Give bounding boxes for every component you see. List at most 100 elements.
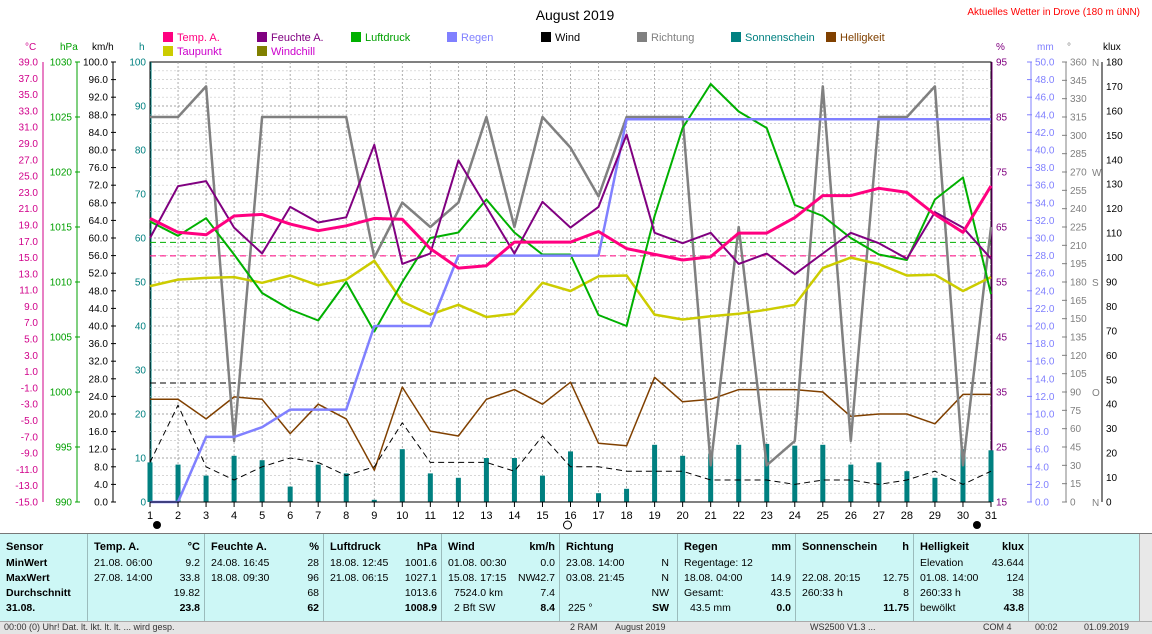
tick-rain: 32.0: [1035, 216, 1055, 227]
x-tick-label: 24: [789, 510, 801, 522]
sunshine-bar: [483, 458, 489, 502]
sun-avg: 8: [903, 587, 909, 599]
axis-headers: °C hPa km/h h% mm ° klux: [25, 42, 1121, 53]
tick-sunshine: 40: [135, 322, 147, 333]
tick-rain: 48.0: [1035, 75, 1055, 86]
tick-direction: 120: [1070, 351, 1087, 362]
tick-direction: 0: [1070, 498, 1076, 509]
tick-wind: 88.0: [89, 110, 109, 121]
tick-wind: 32.0: [89, 357, 109, 368]
tick-rain: 20.0: [1035, 322, 1055, 333]
tick-humidity: 55: [996, 278, 1008, 289]
temp-title: Temp. A.: [94, 541, 140, 553]
tick-wind: 68.0: [89, 198, 109, 209]
axis-header-sunshine: h: [139, 42, 145, 53]
status-text-5: COM 4: [983, 622, 1012, 632]
legend-label: Taupunkt: [177, 46, 222, 58]
sunshine-bar: [568, 451, 573, 502]
tick-sunshine: 70: [135, 190, 147, 201]
tick-temp: -1.0: [21, 383, 39, 394]
tick-wind: 84.0: [89, 128, 109, 139]
tick-wind: 12.0: [89, 445, 109, 456]
bright-title: Helligkeit: [920, 541, 969, 553]
sunshine-bar: [147, 462, 153, 502]
tick-temp: 9.0: [24, 302, 38, 313]
x-tick-label: 31: [985, 510, 997, 522]
bright-max: 124: [1006, 572, 1024, 584]
tick-temp: 23.0: [19, 188, 39, 199]
tick-humidity: 35: [996, 388, 1008, 399]
sun-today: 11.75: [883, 602, 909, 614]
sunshine-bar: [287, 486, 293, 502]
series-feuchte-a: [149, 133, 992, 276]
tick-direction: 315: [1070, 113, 1087, 124]
x-tick-label: 12: [452, 510, 464, 522]
weather-chart: August 2019 Aktuelles Wetter in Drove (1…: [15, 7, 1140, 530]
bright-elev: 43.644: [991, 557, 1024, 569]
legend-label: Wind: [555, 32, 580, 44]
tick-temp: 21.0: [19, 204, 39, 215]
summary-scrollbar[interactable]: [1139, 534, 1152, 622]
tick-direction: 270: [1070, 168, 1087, 179]
status-bar: 00:00 (0) Uhr! Dat. lt. lkt. lt. lt. ...…: [0, 621, 1152, 634]
direction-title: Richtung: [566, 541, 614, 553]
bright-today: 43.8: [1003, 602, 1024, 614]
wind-min-time: 01.08. 00:30: [448, 557, 507, 569]
x-tick-label: 28: [901, 510, 913, 522]
humidity-min-time: 24.08. 16:45: [211, 557, 270, 569]
direction-max-time: 03.08. 21:45: [566, 572, 625, 584]
legend-label: Feuchte A.: [271, 32, 324, 44]
tick-pressure: 995: [55, 443, 72, 454]
label-today: 31.08.: [6, 602, 36, 614]
rain-today: 0.0: [776, 602, 791, 614]
sunshine-bar: [988, 450, 994, 502]
legend-swatch: [637, 32, 647, 42]
tick-humidity: 95: [996, 58, 1008, 69]
x-tick-label: 6: [287, 510, 293, 522]
tick-direction: 135: [1070, 333, 1087, 344]
wind-title: Wind: [448, 541, 475, 553]
summary-direction: Richtung 23.08. 14:00 N 03.08. 21:45 N NW …: [560, 534, 678, 622]
tick-brightness: 80: [1106, 302, 1118, 313]
tick-pressure: 1015: [50, 223, 73, 234]
legend-swatch: [826, 32, 836, 42]
sunshine-bar: [455, 477, 461, 502]
tick-pressure: 1030: [50, 58, 73, 69]
temp-today: 23.8: [179, 602, 200, 614]
tick-direction: 45: [1070, 443, 1082, 454]
tick-rain: 4.0: [1035, 462, 1049, 473]
tick-rain: 12.0: [1035, 392, 1055, 403]
tick-temp: 35.0: [19, 90, 39, 101]
tick-temp: 13.0: [19, 269, 39, 280]
tick-brightness: 50: [1106, 375, 1118, 386]
temp-unit: °C: [187, 541, 200, 553]
pressure-avg: 1013.6: [404, 587, 437, 599]
x-tick-label: 21: [705, 510, 717, 522]
sunshine-bar: [596, 493, 602, 502]
legend-swatch: [447, 32, 457, 42]
tick-temp: 7.0: [24, 318, 38, 329]
tick-direction: 60: [1070, 424, 1082, 435]
tick-temp: -11.0: [16, 465, 38, 476]
axis-header-humidity: %: [996, 42, 1005, 53]
tick-rain: 6.0: [1035, 445, 1049, 456]
sunshine-bar: [511, 458, 517, 502]
summary-wind: Wind km/h 01.08. 00:30 0.0 15.08. 17:15 NW 4…: [442, 534, 560, 622]
series-helligkeit: [150, 376, 991, 471]
bright-avg: 38: [1012, 587, 1024, 599]
pressure-today: 1008.9: [404, 602, 437, 614]
status-text-1: 00:00 (0) Uhr! Dat. lt. lkt. lt. lt. ...…: [4, 622, 175, 632]
tick-direction: 330: [1070, 94, 1087, 105]
tick-temp: -13.0: [15, 481, 38, 492]
x-tick-label: 22: [733, 510, 745, 522]
axis-header-wind: km/h: [92, 42, 114, 53]
legend-swatch: [257, 32, 267, 42]
compass-label: W: [1092, 168, 1102, 179]
axis-header-rain: mm: [1037, 42, 1054, 53]
tick-direction: 345: [1070, 76, 1087, 87]
chart-title: August 2019: [536, 7, 615, 23]
legend-swatch: [541, 32, 551, 42]
moon-new-icon: [153, 521, 161, 529]
tick-brightness: 160: [1106, 106, 1123, 117]
axis-header-pressure: hPa: [60, 42, 78, 53]
